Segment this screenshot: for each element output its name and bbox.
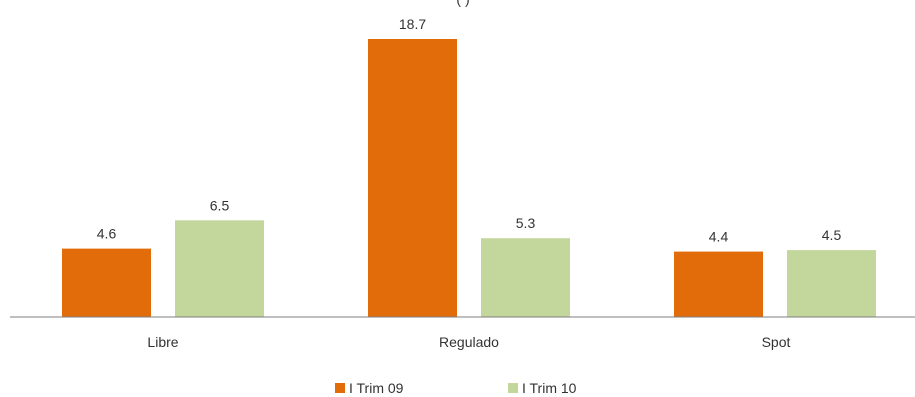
legend: I Trim 09 I Trim 10 [335,380,577,396]
bar-spot-series-1 [674,251,763,317]
bar-regulado-series-2 [481,238,570,317]
data-label-spot-series-2: 4.5 [822,227,842,243]
chart-title: ( ) [456,0,469,7]
data-label-regulado-series-1: 18.7 [399,16,426,32]
legend-label-series-2: I Trim 10 [522,380,577,396]
bar-libre-series-2 [175,220,264,317]
data-label-spot-series-1: 4.4 [709,229,729,245]
bar-spot-series-2 [787,250,876,317]
category-labels-group: Libre Regulado Spot [147,334,790,350]
data-labels-group: 4.6 6.5 18.7 5.3 4.4 4.5 [97,16,842,245]
data-label-libre-series-2: 6.5 [210,197,230,213]
data-label-libre-series-1: 4.6 [97,226,117,242]
category-label-regulado: Regulado [439,334,499,350]
legend-label-series-1: I Trim 09 [349,380,404,396]
bar-libre-series-1 [62,248,151,317]
legend-swatch-series-2 [508,383,518,393]
bar-regulado-series-1 [368,39,457,317]
category-label-libre: Libre [147,334,178,350]
bars-group [62,39,876,317]
category-label-spot: Spot [762,334,791,350]
legend-swatch-series-1 [335,383,345,393]
data-label-regulado-series-2: 5.3 [516,215,536,231]
